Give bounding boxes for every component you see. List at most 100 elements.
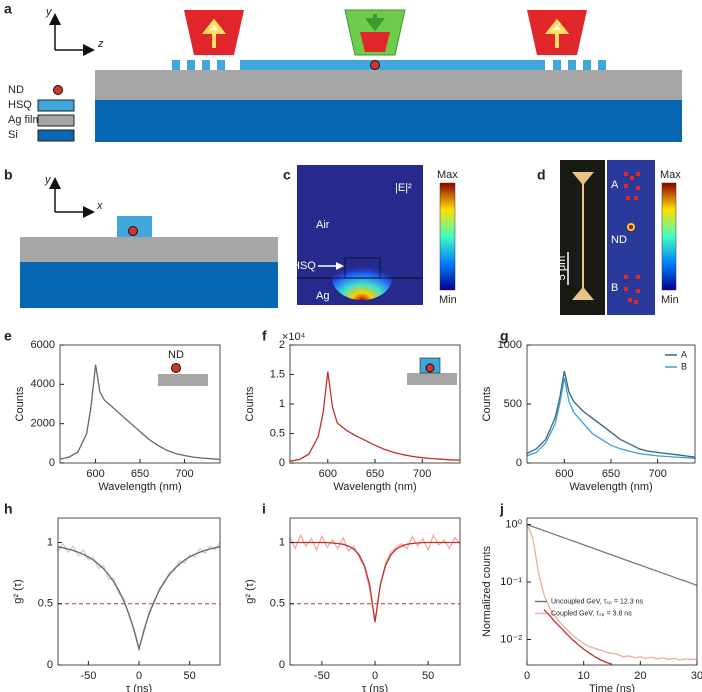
panel-d: 5 μm A ND B Max Min	[556, 160, 681, 315]
series-line	[543, 609, 613, 665]
x-tick-label: 650	[602, 468, 620, 480]
x-tick-label: 50	[422, 670, 434, 682]
y-tick-label: 500	[504, 398, 522, 410]
y-tick-label: 1	[279, 536, 285, 548]
axes-frame	[526, 517, 698, 666]
x-tick-label: 20	[634, 670, 646, 682]
x-tick-label: 0	[524, 670, 530, 682]
y-tick-label: 6000	[31, 339, 55, 351]
y-tick-label: 0.5	[270, 598, 285, 610]
x-axis-label: Wavelength (nm)	[569, 481, 652, 493]
x-tick-label: 0	[372, 670, 378, 682]
panel-label: i	[262, 501, 266, 517]
y-multiplier: ×10⁴	[282, 331, 306, 343]
axis-label: y	[44, 174, 52, 186]
panel-label: c	[283, 167, 291, 183]
series-line	[526, 370, 696, 458]
series-line	[290, 541, 460, 623]
site-label: ND	[611, 234, 627, 246]
y-axis-label: g² (τ)	[244, 579, 256, 604]
y-tick-label: 10⁻¹	[500, 576, 522, 588]
panel-label: e	[4, 328, 12, 344]
field-label: |E|²	[395, 182, 412, 194]
y-tick-label: 0.5	[38, 598, 53, 610]
y-tick-label: 2000	[31, 418, 55, 430]
site-label: A	[611, 179, 619, 191]
colorbar-label: Max	[437, 169, 458, 181]
inset	[407, 373, 457, 385]
axes-frame	[57, 517, 221, 666]
scale-bar-label: 5 μm	[556, 256, 568, 281]
y-tick-label: 10⁻²	[500, 633, 522, 645]
colorbar-label: Max	[660, 169, 681, 181]
inset	[158, 374, 208, 386]
x-tick-label: 600	[319, 468, 337, 480]
x-tick-label: 650	[131, 468, 149, 480]
y-tick-label: 10⁰	[505, 518, 522, 530]
series-line	[57, 542, 221, 651]
series-line	[59, 364, 221, 461]
legend-label: A	[681, 349, 687, 359]
x-tick-label: 700	[175, 468, 193, 480]
x-tick-label: -50	[80, 670, 96, 682]
x-tick-label: 700	[413, 468, 431, 480]
series-line	[526, 377, 696, 459]
panel-label: a	[4, 1, 12, 17]
axes-frame	[59, 344, 221, 464]
panel-label: f	[262, 328, 267, 344]
x-tick-label: 0	[136, 670, 142, 682]
y-tick-label: 4000	[31, 378, 55, 390]
region-label: Ag	[316, 290, 329, 302]
series-line	[289, 371, 461, 462]
y-tick-label: 1000	[498, 339, 522, 351]
legend-label: ND	[8, 84, 24, 96]
x-tick-label: 650	[366, 468, 384, 480]
y-tick-label: 1.5	[270, 368, 285, 380]
site-label: B	[611, 282, 618, 294]
legend-label: Ag film	[8, 114, 42, 126]
y-tick-label: 0	[47, 659, 53, 671]
region-label: HSQ	[292, 260, 316, 272]
legend-label: HSQ	[8, 99, 32, 111]
panel-c: |E|² Air HSQ Ag Max Min	[292, 165, 458, 306]
x-axis-label: Time (ns)	[589, 683, 635, 692]
colorbar-label: Min	[439, 294, 457, 306]
x-tick-label: 50	[184, 670, 196, 682]
colorbar-label: Min	[661, 294, 679, 306]
panel-label: h	[4, 501, 13, 517]
x-tick-label: 600	[86, 468, 104, 480]
y-axis-label: Counts	[14, 386, 26, 421]
y-axis-label: Counts	[481, 386, 493, 421]
y-tick-label: 1	[47, 536, 53, 548]
axis-label: y	[45, 6, 53, 18]
legend-label: Si	[8, 129, 18, 141]
y-tick-label: 0.5	[270, 427, 285, 439]
panel-a: y z ND HSQ Ag film Si	[8, 6, 682, 142]
legend-label: Uncoupled GeV, τₛₚ = 12.3 ns	[551, 598, 643, 605]
axis-label: z	[97, 38, 104, 50]
legend-label: Coupled GeV, τₛₚ = 3.8 ns	[551, 610, 632, 617]
x-axis-label: Wavelength (nm)	[333, 481, 416, 493]
inset	[171, 363, 181, 373]
y-axis-label: g² (τ)	[12, 579, 24, 604]
x-tick-label: 30	[691, 670, 702, 682]
series-line	[57, 546, 221, 652]
x-tick-label: 600	[555, 468, 573, 480]
y-axis-label: Counts	[244, 386, 256, 421]
y-tick-label: 0	[49, 457, 55, 469]
y-tick-label: 1	[279, 398, 285, 410]
y-tick-label: 0	[279, 457, 285, 469]
y-tick-label: 0	[279, 659, 285, 671]
y-tick-label: 0	[516, 457, 522, 469]
panel-label: b	[4, 167, 13, 183]
inset	[425, 363, 435, 373]
axes-frame	[289, 517, 461, 666]
panel-b: y x	[20, 174, 278, 308]
x-axis-label: Wavelength (nm)	[98, 481, 181, 493]
x-tick-label: 10	[578, 670, 590, 682]
panel-label: d	[537, 167, 546, 183]
inset-label: ND	[168, 349, 184, 361]
y-tick-label: 2	[279, 339, 285, 351]
x-axis-label: τ (ns)	[126, 683, 152, 692]
